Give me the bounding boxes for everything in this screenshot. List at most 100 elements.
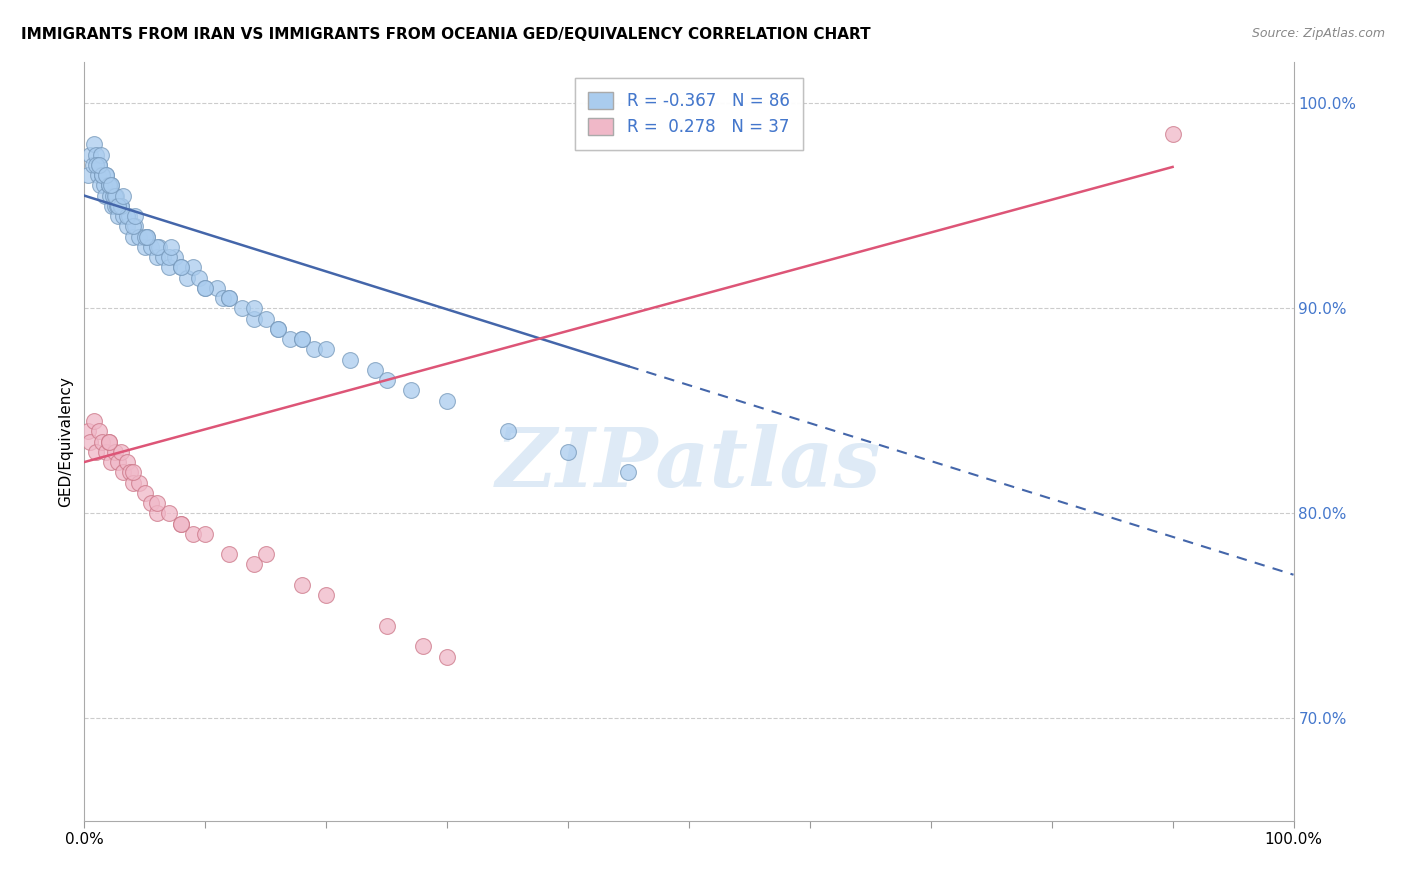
Point <box>87 158 110 172</box>
Point <box>83 137 105 152</box>
Point <box>91 168 114 182</box>
Point <box>194 526 217 541</box>
Point <box>315 343 337 357</box>
Point <box>436 649 458 664</box>
Point <box>98 188 121 202</box>
Point <box>101 199 124 213</box>
Point <box>170 516 193 531</box>
Point <box>146 506 169 520</box>
Point <box>121 475 143 490</box>
Point <box>242 301 264 316</box>
Point <box>375 619 398 633</box>
Point <box>254 311 277 326</box>
Point <box>254 547 277 561</box>
Point <box>128 475 150 490</box>
Point <box>157 506 180 520</box>
Point <box>110 199 132 213</box>
Point <box>86 444 108 458</box>
Point <box>87 158 110 172</box>
Point <box>134 229 156 244</box>
Point <box>79 434 101 449</box>
Point <box>134 485 156 500</box>
Point <box>315 588 337 602</box>
Point <box>104 188 127 202</box>
Point <box>118 209 141 223</box>
Point <box>105 199 128 213</box>
Point <box>91 434 114 449</box>
Point <box>267 322 290 336</box>
Point <box>82 158 104 172</box>
Point <box>121 465 143 479</box>
Point <box>1161 127 1184 141</box>
Point <box>194 281 217 295</box>
Text: ZIPatlas: ZIPatlas <box>496 425 882 504</box>
Point <box>104 199 127 213</box>
Point <box>97 434 120 449</box>
Point <box>139 496 162 510</box>
Point <box>617 465 640 479</box>
Point <box>107 199 129 213</box>
Point <box>436 393 458 408</box>
Point <box>94 444 117 458</box>
Point <box>302 343 325 357</box>
Point <box>93 178 115 193</box>
Point <box>110 199 132 213</box>
Point <box>181 526 204 541</box>
Point <box>212 291 235 305</box>
Point <box>77 168 100 182</box>
Point <box>100 178 122 193</box>
Point <box>412 640 434 654</box>
Point <box>104 444 127 458</box>
Text: IMMIGRANTS FROM IRAN VS IMMIGRANTS FROM OCEANIA GED/EQUIVALENCY CORRELATION CHAR: IMMIGRANTS FROM IRAN VS IMMIGRANTS FROM … <box>21 27 870 42</box>
Point <box>121 229 143 244</box>
Legend: R = -0.367   N = 86, R =  0.278   N = 37: R = -0.367 N = 86, R = 0.278 N = 37 <box>575 78 803 150</box>
Point <box>218 291 240 305</box>
Point <box>124 219 146 234</box>
Point <box>242 558 264 572</box>
Point <box>170 516 193 531</box>
Point <box>267 322 290 336</box>
Point <box>363 363 385 377</box>
Point <box>124 209 146 223</box>
Point <box>100 455 122 469</box>
Point <box>136 229 159 244</box>
Point <box>91 168 114 182</box>
Point <box>97 178 120 193</box>
Point <box>86 168 108 182</box>
Point <box>103 188 125 202</box>
Point <box>557 444 579 458</box>
Point <box>139 240 162 254</box>
Point <box>207 281 229 295</box>
Point <box>87 425 110 439</box>
Point <box>104 188 127 202</box>
Point <box>157 250 180 264</box>
Point <box>77 425 100 439</box>
Text: Source: ZipAtlas.com: Source: ZipAtlas.com <box>1251 27 1385 40</box>
Point <box>165 250 187 264</box>
Point <box>160 240 183 254</box>
Point <box>110 444 132 458</box>
Point <box>375 373 398 387</box>
Point <box>339 352 361 367</box>
Point <box>278 332 301 346</box>
Point <box>291 578 314 592</box>
Point <box>134 240 156 254</box>
Point <box>86 147 108 161</box>
Point <box>107 455 129 469</box>
Point <box>86 158 108 172</box>
Point <box>291 332 314 346</box>
Point <box>94 168 117 182</box>
Point <box>170 260 193 275</box>
Point <box>121 219 143 234</box>
Point <box>89 178 111 193</box>
Point <box>170 260 193 275</box>
Point <box>107 209 129 223</box>
Point <box>399 384 422 398</box>
Point <box>115 209 138 223</box>
Point <box>115 455 138 469</box>
Point <box>146 250 169 264</box>
Point <box>120 465 142 479</box>
Point <box>496 425 519 439</box>
Point <box>112 465 135 479</box>
Point <box>218 547 240 561</box>
